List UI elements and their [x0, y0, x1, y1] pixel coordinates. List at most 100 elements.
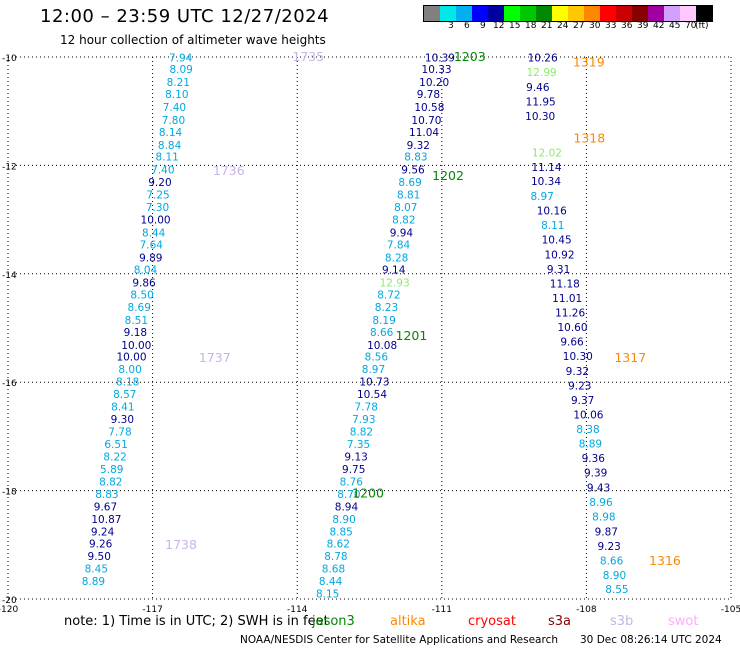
- wave-height-label: 9.23: [597, 541, 620, 553]
- wave-height-label: 10.00: [121, 340, 151, 352]
- legend-swatch: [696, 6, 712, 21]
- wave-height-label: 9.14: [382, 264, 406, 276]
- wave-height-label: 8.82: [99, 476, 122, 488]
- mission-cryosat: cryosat: [468, 614, 516, 629]
- wave-height-label: 8.97: [530, 191, 553, 203]
- wave-height-label: 8.44: [142, 228, 166, 240]
- wave-height-label: 8.94: [335, 501, 359, 513]
- wave-height-label: 9.87: [595, 526, 618, 538]
- wave-height-label: 8.68: [322, 564, 345, 576]
- y-tick-label: -16: [2, 379, 17, 389]
- wave-height-label: 8.78: [324, 551, 347, 563]
- wave-height-label: 10.58: [414, 102, 444, 114]
- wave-height-label: 8.69: [128, 302, 151, 314]
- wave-height-label: 10.16: [537, 205, 567, 217]
- wave-height-label: 7.78: [355, 402, 378, 414]
- legend-label: 39: [637, 21, 649, 31]
- x-tick-label: -105: [721, 605, 740, 615]
- wave-height-label: 8.96: [589, 497, 613, 509]
- wave-height-label: 10.30: [525, 111, 555, 123]
- wave-height-label: 9.89: [139, 253, 162, 265]
- footer-timestamp: 30 Dec 08:26:14 UTC 2024: [580, 634, 722, 646]
- wave-height-label: 9.36: [582, 453, 606, 465]
- wave-height-label: 8.50: [130, 289, 153, 301]
- wave-height-label: 10.00: [141, 215, 171, 227]
- wave-height-label: 8.83: [95, 489, 118, 501]
- wave-height-label: 9.75: [342, 464, 365, 476]
- legend-swatch: [424, 6, 440, 21]
- legend-swatch: [680, 6, 696, 21]
- wave-height-label: 7.64: [140, 240, 164, 252]
- wave-height-label: 8.18: [116, 377, 139, 389]
- legend-label: 27: [573, 21, 585, 31]
- mission-swot: swot: [668, 614, 699, 629]
- legend-swatch: [536, 6, 552, 21]
- legend-swatch: [616, 6, 632, 21]
- y-tick-label: -12: [2, 162, 17, 172]
- wave-height-label: 9.31: [547, 264, 570, 276]
- x-tick-label: -120: [0, 605, 18, 615]
- wave-height-label: 7.25: [146, 190, 169, 202]
- wave-height-label: 9.86: [132, 277, 156, 289]
- wave-height-label: 8.41: [111, 402, 134, 414]
- wave-height-label: 9.32: [566, 366, 589, 378]
- x-tick-label: -108: [576, 605, 597, 615]
- legend-swatch: [456, 6, 472, 21]
- wave-height-label: 8.44: [319, 576, 343, 588]
- wave-height-label: 9.56: [401, 165, 425, 177]
- wave-height-label: 8.11: [155, 152, 178, 164]
- legend-swatch: [472, 6, 488, 21]
- y-tick-label: -20: [2, 596, 17, 606]
- wave-height-label: 7.93: [352, 414, 375, 426]
- wave-height-label: 10.33: [422, 64, 452, 76]
- footer-credit: NOAA/NESDIS Center for Satellite Applica…: [240, 634, 558, 646]
- wave-height-label: 8.04: [134, 264, 158, 276]
- wave-height-label: 10.54: [357, 389, 387, 401]
- wave-height-label: 11.01: [552, 293, 582, 305]
- wave-height-values: 7.948.098.218.107.407.808.148.848.117.40…: [82, 51, 681, 599]
- wave-height-label: 7.35: [347, 439, 370, 451]
- wave-height-label: 10.34: [531, 176, 561, 188]
- wave-height-label: 7.84: [387, 240, 411, 252]
- legend-label: 42: [653, 21, 665, 31]
- wave-height-label: 10.26: [528, 53, 558, 65]
- legend-swatch: [504, 6, 520, 21]
- x-tick-label: -114: [287, 605, 308, 615]
- mission-s3b: s3b: [610, 614, 634, 629]
- wave-height-label: 10.00: [116, 352, 146, 364]
- page-subtitle: 12 hour collection of altimeter wave hei…: [60, 33, 326, 47]
- legend-swatch: [568, 6, 584, 21]
- legend-swatch: [584, 6, 600, 21]
- wave-height-label: 9.78: [417, 89, 440, 101]
- wave-height-label: 8.10: [165, 89, 188, 101]
- wave-height-label: 10.87: [91, 514, 121, 526]
- wave-height-label: 9.43: [587, 482, 610, 494]
- track-time-label: 1201: [396, 328, 428, 343]
- wave-height-label: 8.89: [579, 438, 602, 450]
- legend-swatch: [600, 6, 616, 21]
- wave-height-label: 10.06: [573, 410, 603, 422]
- wave-height-label: 9.94: [390, 228, 414, 240]
- wave-height-label: 9.18: [124, 327, 147, 339]
- wave-height-label: 8.57: [113, 389, 136, 401]
- page-title: 12:00 – 23:59 UTC 12/27/2024: [40, 6, 330, 27]
- legend-swatch: [632, 6, 648, 21]
- wave-height-label: 9.32: [407, 140, 430, 152]
- wave-height-label: 8.14: [159, 127, 183, 139]
- wave-height-label: 11.18: [550, 279, 580, 291]
- mission-altika: altika: [390, 614, 426, 629]
- wave-height-label: 8.82: [350, 427, 373, 439]
- wave-height-label: 7.30: [146, 202, 169, 214]
- legend-swatch: [648, 6, 664, 21]
- wave-height-label: 8.09: [169, 64, 192, 76]
- y-tick-label: -18: [2, 488, 17, 498]
- wave-height-label: 8.70: [337, 489, 360, 501]
- track-time-label: 1738: [165, 537, 197, 552]
- track-time-label: 1202: [432, 168, 464, 183]
- wave-height-label: 10.60: [557, 322, 587, 334]
- wave-height-label: 8.38: [576, 424, 599, 436]
- wave-height-label: 8.21: [167, 77, 190, 89]
- legend-swatch: [488, 6, 504, 21]
- wave-height-label: 8.22: [103, 451, 126, 463]
